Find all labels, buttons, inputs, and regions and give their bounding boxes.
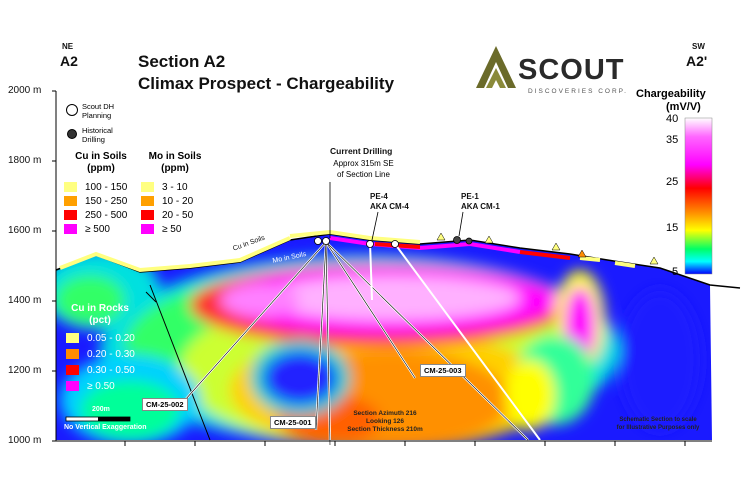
cu-rocks-item-2: 0.20 - 0.30 — [87, 349, 135, 360]
cu-rocks-legend: Cu in Rocks (pct) — [64, 303, 136, 327]
colorbar-title: Chargeability — [636, 88, 706, 100]
current-drilling-label: Current Drilling — [330, 146, 393, 156]
cu-soils-item-4: ≥ 500 — [85, 224, 110, 235]
page-title: Section A2 — [138, 52, 226, 71]
left-direction: NE — [62, 42, 74, 51]
approx-note-box: Approx 315m SE of Section Line — [327, 158, 400, 182]
mo-soils-item-1: 3 - 10 — [162, 182, 188, 193]
mo-soils-band — [329, 236, 521, 254]
cu-soils-items: 100 - 150 150 - 250 250 - 500 ≥ 500 — [64, 181, 127, 237]
cu-rocks-item-4: ≥ 0.50 — [87, 381, 115, 392]
cu-soils-swatch-1 — [64, 182, 77, 193]
rock-sample-icon — [436, 232, 446, 241]
scale-bar-label: 200m — [92, 406, 110, 413]
cu-rocks-item-3: 0.30 - 0.50 — [87, 365, 135, 376]
colorbar-tick-35: 35 — [666, 134, 679, 146]
mo-soils-legend: Mo in Soils (ppm) — [140, 151, 210, 175]
section-info: Section Azimuth 216 Looking 126 Section … — [340, 410, 430, 434]
cu-soils-swatch-4 — [64, 224, 77, 235]
mo-soils-swatch-1 — [141, 182, 154, 193]
schematic-note-line2: for Illustrative Purposes only — [616, 425, 700, 431]
cu-rocks-swatch-4 — [66, 381, 79, 392]
mo-soils-item-3: 20 - 50 — [162, 210, 194, 221]
historical-collar-icon — [453, 236, 461, 244]
pe4-label: PE-4 — [370, 192, 388, 201]
y-label-2000: 2000 m — [8, 85, 42, 96]
approx-note-line1: Approx 315m SE — [333, 159, 394, 168]
section-azimuth: Section Azimuth 216 — [353, 410, 417, 417]
cu-rocks-swatch-1 — [66, 333, 79, 344]
schematic-note-line1: Schematic Section to scale — [619, 417, 697, 423]
mo-soils-item-2: 10 - 20 — [162, 196, 194, 207]
cu-soils-title: Cu in Soils — [75, 151, 127, 162]
logo-wordmark: SCOUT — [518, 54, 625, 86]
planning-legend-label: Scout DH Planning — [82, 102, 115, 120]
y-label-1000: 1000 m — [8, 435, 42, 446]
pe1-aka-label: AKA CM-1 — [461, 202, 500, 211]
logo-tagline: DISCOVERIES CORP. — [528, 88, 628, 95]
cu-rocks-item-1: 0.05 - 0.20 — [87, 333, 135, 344]
historical-legend-label: Historical Drilling — [82, 126, 113, 144]
right-direction: SW — [692, 42, 705, 51]
schematic-note: Schematic Section to scale for Illustrat… — [608, 416, 708, 432]
y-label-1400: 1400 m — [8, 295, 42, 306]
colorbar-unit: (mV/V) — [666, 101, 701, 113]
planning-legend-icon — [66, 104, 78, 116]
mo-soils-swatch-4 — [141, 224, 154, 235]
cm-25-002-label: CM-25-002 — [142, 398, 188, 411]
planning-collar-icon — [314, 237, 322, 245]
mo-soils-item-4: ≥ 50 — [162, 224, 182, 235]
section-looking: Looking 126 — [366, 418, 404, 425]
mo-soils-swatch-3 — [141, 210, 154, 221]
approx-note-line2: of Section Line — [337, 170, 390, 179]
cu-soils-item-2: 150 - 250 — [85, 196, 128, 207]
cm-25-003-label: CM-25-003 — [420, 364, 466, 377]
right-section-label: A2' — [686, 53, 708, 69]
colorbar-tick-15: 15 — [666, 222, 679, 234]
mo-soils-swatch-2 — [141, 196, 154, 207]
cu-soils-legend: Cu in Soils (ppm) — [62, 151, 140, 175]
cu-soils-band — [59, 236, 291, 273]
cu-rocks-unit: (pct) — [89, 315, 111, 326]
y-label-1800: 1800 m — [8, 155, 42, 166]
mo-soils-unit: (ppm) — [161, 163, 189, 174]
chargeability-colorbar — [684, 117, 713, 275]
pe4-aka-label: AKA CM-4 — [370, 202, 409, 211]
section-thickness: Section Thickness 210m — [347, 426, 423, 433]
scale-note: No Vertical Exaggeration — [64, 424, 147, 431]
pe1-label: PE-1 — [461, 192, 479, 201]
cu-soils-swatch-2 — [64, 196, 77, 207]
colorbar-tick-5: 5 — [672, 266, 679, 278]
mo-soils-items: 3 - 10 10 - 20 20 - 50 ≥ 50 — [141, 181, 193, 237]
cu-soils-item-3: 250 - 500 — [85, 210, 128, 221]
cm-25-001-label: CM-25-001 — [270, 416, 316, 429]
cu-rocks-swatch-3 — [66, 365, 79, 376]
historical-legend-icon — [67, 129, 77, 139]
page-subtitle: Climax Prospect - Chargeability — [138, 74, 395, 93]
scout-logo-icon — [476, 46, 516, 88]
y-label-1600: 1600 m — [8, 225, 42, 236]
colorbar-tick-25: 25 — [666, 176, 679, 188]
y-label-1200: 1200 m — [8, 365, 42, 376]
mo-soils-title: Mo in Soils — [148, 151, 202, 162]
cu-rocks-title: Cu in Rocks — [71, 303, 129, 314]
cu-rocks-items: 0.05 - 0.20 0.20 - 0.30 0.30 - 0.50 ≥ 0.… — [66, 331, 135, 395]
cu-soils-unit: (ppm) — [87, 163, 115, 174]
cu-soils-item-1: 100 - 150 — [85, 182, 128, 193]
colorbar-tick-40: 40 — [666, 113, 679, 125]
cu-rocks-swatch-2 — [66, 349, 79, 360]
left-section-label: A2 — [60, 53, 78, 69]
cu-soils-swatch-3 — [64, 210, 77, 221]
